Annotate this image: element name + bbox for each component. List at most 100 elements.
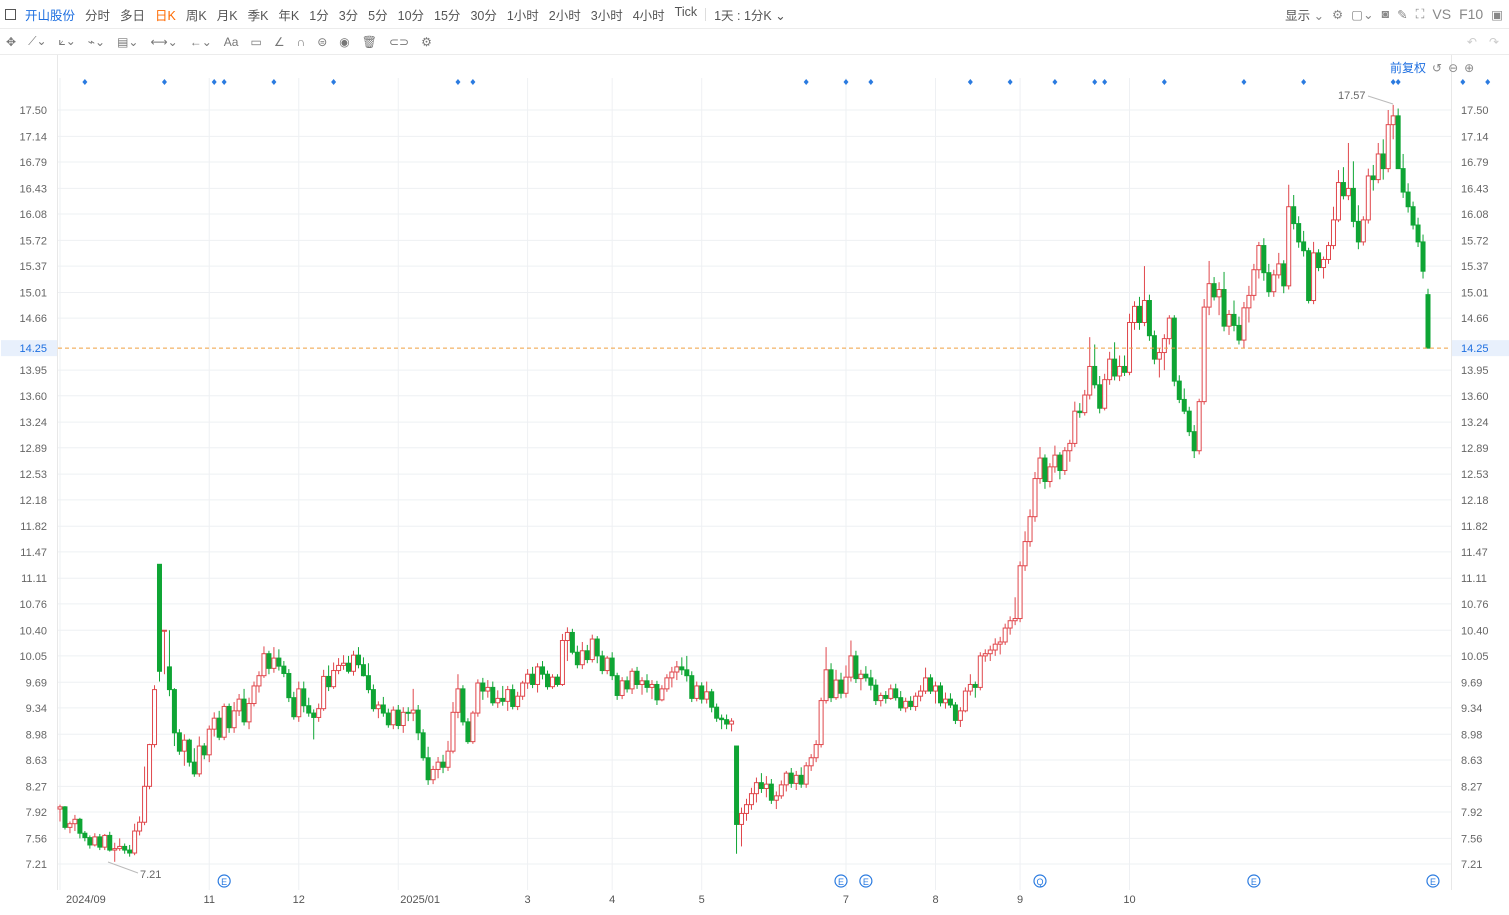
candle-up: [833, 679, 839, 699]
candle-down: [554, 676, 560, 685]
angle-icon[interactable]: ∠: [273, 34, 285, 49]
candle-down: [1171, 317, 1177, 382]
magnet-icon[interactable]: ∩: [296, 34, 306, 49]
candle-up: [1082, 394, 1088, 414]
x-tick-label: 5: [699, 894, 705, 906]
candle-down: [346, 662, 352, 672]
candle-up: [1107, 358, 1113, 381]
gear-icon[interactable]: ⚙: [421, 34, 432, 49]
candle-down: [1410, 206, 1416, 226]
y-tick-label-left: 8.98: [26, 729, 47, 741]
candle-down: [405, 711, 411, 714]
link-icon[interactable]: ⊂⊃: [389, 34, 410, 49]
f10-button[interactable]: F10: [1459, 6, 1484, 22]
period-tab[interactable]: 15分: [434, 8, 461, 23]
candle-up: [1156, 352, 1162, 360]
candle-up: [564, 631, 570, 642]
candle-up: [181, 739, 187, 752]
gear-icon[interactable]: ⚙: [1332, 7, 1344, 22]
period-tab[interactable]: 年K: [278, 8, 300, 23]
candle-up: [495, 697, 501, 704]
fib-icon[interactable]: ▤⌄: [117, 34, 139, 49]
eye-icon[interactable]: ◉: [339, 34, 350, 49]
panel-icon[interactable]: [0, 7, 21, 21]
measure-icon[interactable]: ⟷⌄: [150, 34, 178, 49]
event-marker-dot: [1102, 79, 1108, 85]
lock-icon[interactable]: ⊜: [317, 34, 328, 49]
period-tab[interactable]: 2小时: [548, 8, 581, 23]
candle-up: [231, 710, 237, 729]
y-tick-label-left: 13.95: [19, 365, 47, 377]
period-tab[interactable]: 30分: [470, 8, 497, 23]
candle-up: [823, 669, 829, 702]
y-tick-label-right: 8.98: [1461, 729, 1482, 741]
candle-up: [674, 666, 680, 673]
y-tick-label-left: 11.11: [21, 573, 47, 585]
candle-up: [604, 657, 610, 672]
y-tick-label-left: 16.43: [19, 183, 47, 195]
fullscreen-icon[interactable]: ⛶: [1415, 6, 1425, 21]
period-tab[interactable]: 多日: [120, 8, 146, 23]
candle-down: [77, 818, 83, 834]
comment-icon[interactable]: ▭: [250, 34, 262, 49]
layout-icon[interactable]: ▢⌄: [1351, 7, 1374, 22]
candle-up: [918, 690, 924, 697]
line-icon[interactable]: ⟋⌄: [28, 34, 47, 48]
period-tab[interactable]: 3分: [338, 8, 359, 23]
candle-down: [166, 666, 172, 691]
candle-up: [450, 711, 456, 752]
text-tool[interactable]: Aa: [223, 34, 239, 49]
candle-down: [952, 704, 958, 721]
candle-down: [370, 689, 376, 710]
camera-icon[interactable]: ◙: [1381, 7, 1390, 21]
event-circle: [1033, 874, 1047, 888]
candle-down: [853, 655, 859, 680]
candle-down: [1191, 431, 1197, 452]
period-tab[interactable]: 5分: [368, 8, 388, 23]
range-selector[interactable]: 1天 : 1分K ⌄: [709, 5, 791, 24]
sidebar-icon[interactable]: ▣: [1491, 7, 1503, 22]
period-tab[interactable]: 季K: [247, 8, 269, 23]
move-icon[interactable]: ✥: [6, 34, 17, 49]
wave-icon[interactable]: ⌁⌄: [87, 34, 106, 49]
period-tab[interactable]: 1分: [309, 8, 329, 23]
channel-icon[interactable]: ⟀⌄: [58, 34, 76, 48]
period-tab[interactable]: 10分: [397, 8, 425, 23]
candle-down: [545, 673, 551, 688]
period-tab[interactable]: 1小时: [506, 8, 539, 23]
period-tab[interactable]: 周K: [185, 8, 207, 23]
candle-down: [480, 682, 486, 692]
trash-icon[interactable]: 🗑: [361, 34, 377, 49]
candle-down: [1057, 454, 1063, 472]
y-tick-label-left: 7.21: [26, 859, 47, 871]
candle-up: [1166, 317, 1172, 340]
candle-up: [1276, 263, 1282, 276]
period-tab[interactable]: 分时: [85, 8, 111, 23]
period-tab[interactable]: 4小时: [632, 8, 665, 23]
candle-up: [251, 685, 257, 705]
zoom-in-icon[interactable]: ⊕: [1464, 60, 1475, 75]
zoom-out-icon[interactable]: ⊖: [1448, 60, 1459, 75]
adjust-button[interactable]: 前复权: [1390, 61, 1427, 75]
period-tab[interactable]: 月K: [216, 8, 238, 23]
pen-icon[interactable]: ✎: [1397, 7, 1408, 22]
candle-up: [1117, 365, 1123, 377]
undo-icon[interactable]: ↶: [1466, 34, 1477, 49]
stock-name[interactable]: 开山股份: [25, 8, 76, 23]
redo-icon[interactable]: ↷: [1488, 34, 1499, 49]
arrow-icon[interactable]: ←⌄: [189, 34, 212, 49]
candle-down: [540, 666, 546, 675]
candle-down: [440, 761, 446, 768]
period-tab[interactable]: 3小时: [590, 8, 623, 23]
y-tick-label-right: 13.60: [1461, 391, 1489, 403]
display-button[interactable]: 显示 ⌄: [1285, 8, 1325, 23]
event-label: E: [863, 877, 869, 887]
period-tab[interactable]: 日K: [155, 8, 176, 23]
period-tab[interactable]: Tick: [674, 4, 698, 19]
candle-up: [843, 676, 849, 694]
x-tick-label: 7: [843, 894, 849, 906]
reset-icon[interactable]: ↺: [1432, 60, 1443, 75]
candle-down: [679, 666, 685, 671]
vs-button[interactable]: VS: [1432, 6, 1452, 22]
